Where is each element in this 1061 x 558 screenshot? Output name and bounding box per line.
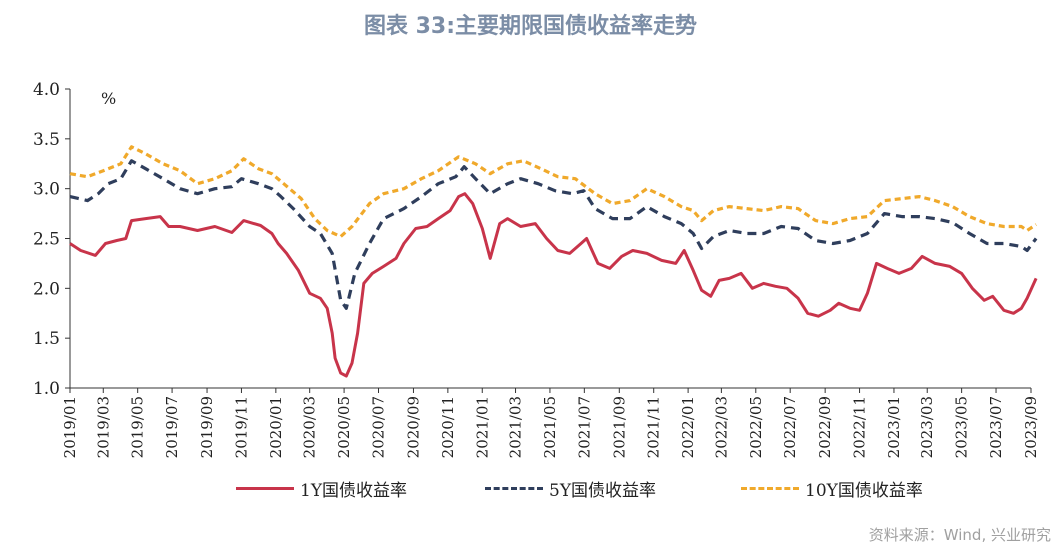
x-tick-label: 2023/01 [885,396,903,458]
legend-swatch [741,487,799,490]
x-tick-label: 2021/05 [541,396,559,458]
x-tick-label: 2019/09 [198,396,216,458]
legend-item-2: 5Y国债收益率 [485,476,656,501]
legend-swatch [485,487,543,490]
series-line-3 [69,145,1037,239]
source-note: 资料来源：Wind, 兴业研究 [868,526,1051,544]
x-tick-label: 2020/11 [439,396,457,458]
x-tick-label: 2022/11 [851,396,869,458]
x-tick-label: 2020/07 [369,396,387,458]
x-tick-label: 2022/09 [816,396,834,458]
x-tick-label: 2023/09 [1022,396,1040,458]
x-tick-label: 2020/05 [335,396,353,458]
x-tick-label: 2020/03 [301,396,319,458]
legend-label: 5Y国债收益率 [549,481,657,501]
series-layer [69,145,1038,378]
y-tick-label: 4.0 [33,80,60,100]
y-tick-label: 3.5 [33,130,60,150]
x-tick-label: 2022/07 [781,396,799,458]
legend: 1Y国债收益率 5Y国债收益率 10Y国债收益率 [0,476,1061,506]
x-tick-label: 2021/01 [473,396,491,458]
y-tick-label: 1.5 [33,329,60,349]
y-axis-unit: % [101,89,116,108]
x-tick-label: 2023/07 [987,396,1005,458]
x-tick-label: 2023/03 [918,396,936,458]
x-tick-label: 2019/07 [163,396,181,458]
x-tick-label: 2019/05 [129,396,147,458]
legend-label: 1Y国债收益率 [300,481,408,501]
legend-label: 10Y国债收益率 [805,481,923,501]
x-tick-label: 2021/09 [610,396,628,458]
x-tick-label: 2019/01 [61,396,79,458]
x-tick-label: 2021/07 [575,396,593,458]
line-chart: 1.0 1.5 2.0 2.5 3.0 3.5 4.0 % 2019/01 2019/03 2019… [33,80,1040,458]
series-line-2 [69,159,1038,310]
legend-swatch [236,487,294,490]
x-tick-label: 2022/05 [747,396,765,458]
x-tick-label: 2020/09 [404,396,422,458]
axes: 1.0 1.5 2.0 2.5 3.0 3.5 4.0 % 2019/01 2019/03 2019… [33,80,1040,458]
legend-item-1: 1Y国债收益率 [236,476,407,501]
x-tick-label: 2022/01 [679,396,697,458]
x-tick-label: 2022/03 [712,396,730,458]
series-line-1 [69,192,1038,378]
x-tick-label: 2019/11 [232,396,250,458]
x-tick-label: 2019/03 [94,396,112,458]
x-tick-label: 2021/11 [645,396,663,458]
x-tick-label: 2021/03 [507,396,525,458]
y-tick-label: 2.0 [33,279,60,299]
x-tick-label: 2023/05 [953,396,971,458]
y-tick-label: 3.0 [33,180,60,200]
y-tick-label: 1.0 [33,379,60,399]
y-tick-label: 2.5 [33,230,60,250]
x-tick-label: 2020/01 [267,396,285,458]
chart-title: 图表 33:主要期限国债收益率走势 [363,14,698,39]
legend-item-3: 10Y国债收益率 [741,476,923,501]
